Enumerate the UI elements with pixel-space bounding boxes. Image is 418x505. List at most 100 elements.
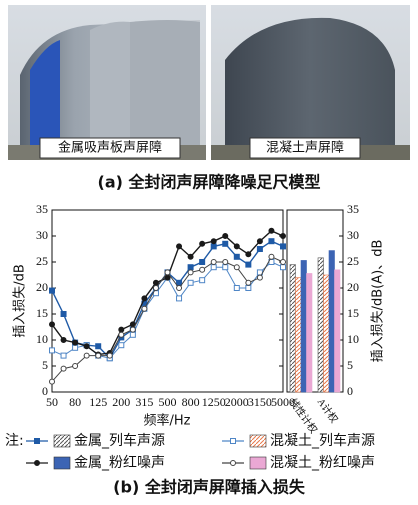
- point: [49, 378, 55, 385]
- legend-swatch: [53, 456, 71, 470]
- x-tick-label: 315: [135, 395, 153, 409]
- point: [49, 287, 55, 294]
- y2-tick-label: 5: [347, 358, 353, 372]
- point: [210, 264, 217, 271]
- point: [60, 352, 67, 359]
- point: [210, 259, 217, 265]
- x-tick-label: 3150: [248, 395, 272, 409]
- point: [118, 331, 125, 338]
- legend-marker: [230, 460, 236, 466]
- point: [280, 264, 286, 271]
- photo-label: 混凝土声屏障: [266, 140, 344, 156]
- point: [222, 264, 229, 271]
- point: [268, 253, 275, 260]
- x-tick-label: 50: [46, 395, 58, 409]
- point: [245, 285, 252, 291]
- point: [83, 352, 90, 359]
- y2-tick-label: 0: [347, 384, 353, 398]
- x-tick-label: 125: [89, 395, 107, 409]
- legend-marker: [34, 460, 40, 466]
- point: [129, 331, 136, 338]
- legend-swatch: [249, 434, 267, 448]
- point: [199, 240, 206, 247]
- x-tick-label: 80: [69, 395, 81, 409]
- point: [49, 321, 55, 328]
- point: [176, 295, 183, 302]
- point: [60, 337, 67, 343]
- point: [118, 326, 125, 333]
- point: [233, 285, 240, 291]
- point: [268, 238, 275, 245]
- series-line: [51, 240, 284, 360]
- legend-label: 混凝土_列车声源: [270, 432, 375, 449]
- x-tick-label: 500: [159, 395, 177, 409]
- point: [280, 243, 286, 250]
- point: [72, 363, 79, 369]
- y-tick-label: 20: [36, 280, 48, 294]
- legend-prefix: 注:: [5, 433, 24, 449]
- y2-tick-label: 20: [347, 280, 359, 294]
- point: [187, 264, 194, 271]
- caption: (b) 全封闭声屏障插入损失: [113, 478, 306, 497]
- y2-tick-label: 10: [347, 332, 359, 346]
- photo-concrete: [211, 5, 410, 160]
- legend-label: 金属_列车声源: [74, 432, 165, 449]
- point: [222, 240, 229, 247]
- photo-metal: [8, 5, 206, 160]
- bar-frame: [286, 209, 344, 393]
- y2-tick-label: 25: [347, 254, 359, 268]
- plot-frame: [51, 209, 284, 393]
- bar: [289, 264, 296, 393]
- point: [49, 347, 55, 354]
- point: [164, 269, 171, 276]
- x-tick-label: 1250: [202, 395, 226, 409]
- legend-swatch: [249, 456, 267, 470]
- point: [256, 274, 263, 281]
- y-tick-label: 5: [42, 358, 48, 372]
- point: [152, 285, 159, 291]
- point: [210, 243, 217, 250]
- photo-label-box: [39, 137, 181, 159]
- point: [129, 326, 136, 333]
- point: [199, 266, 206, 273]
- legend-label: 金属_粉红噪声: [74, 455, 165, 471]
- point: [280, 259, 286, 265]
- legend-label: 混凝土_粉红噪声: [270, 455, 375, 471]
- point: [141, 305, 148, 312]
- y-tick-label: 0: [42, 384, 48, 398]
- point: [256, 238, 263, 245]
- x-tick-label: 5000: [271, 395, 295, 409]
- bar: [334, 269, 341, 393]
- point: [176, 279, 183, 286]
- x-tick-label: 200: [112, 395, 130, 409]
- point: [106, 352, 113, 359]
- x-axis-label: 频率/Hz: [144, 413, 191, 429]
- bar: [317, 257, 324, 393]
- bar: [300, 260, 307, 393]
- point: [245, 279, 252, 286]
- bar-category-label: A计权: [315, 396, 341, 426]
- x-tick-label: 2000: [225, 395, 249, 409]
- photo-label-box: [249, 137, 361, 159]
- legend-marker: [230, 438, 236, 444]
- y-tick-label: 35: [36, 202, 48, 216]
- point: [245, 251, 252, 258]
- legend-marker: [34, 438, 40, 444]
- point: [72, 339, 79, 346]
- point: [141, 295, 148, 302]
- point: [95, 343, 102, 350]
- point: [268, 227, 275, 234]
- y-tick-label: 10: [36, 332, 48, 346]
- point: [210, 238, 217, 245]
- point: [233, 253, 240, 260]
- point: [164, 274, 171, 281]
- point: [60, 311, 67, 317]
- y2-tick-label: 35: [347, 202, 359, 216]
- bar: [306, 273, 313, 393]
- point: [176, 285, 183, 291]
- point: [95, 352, 102, 359]
- point: [152, 279, 159, 286]
- point: [187, 269, 194, 276]
